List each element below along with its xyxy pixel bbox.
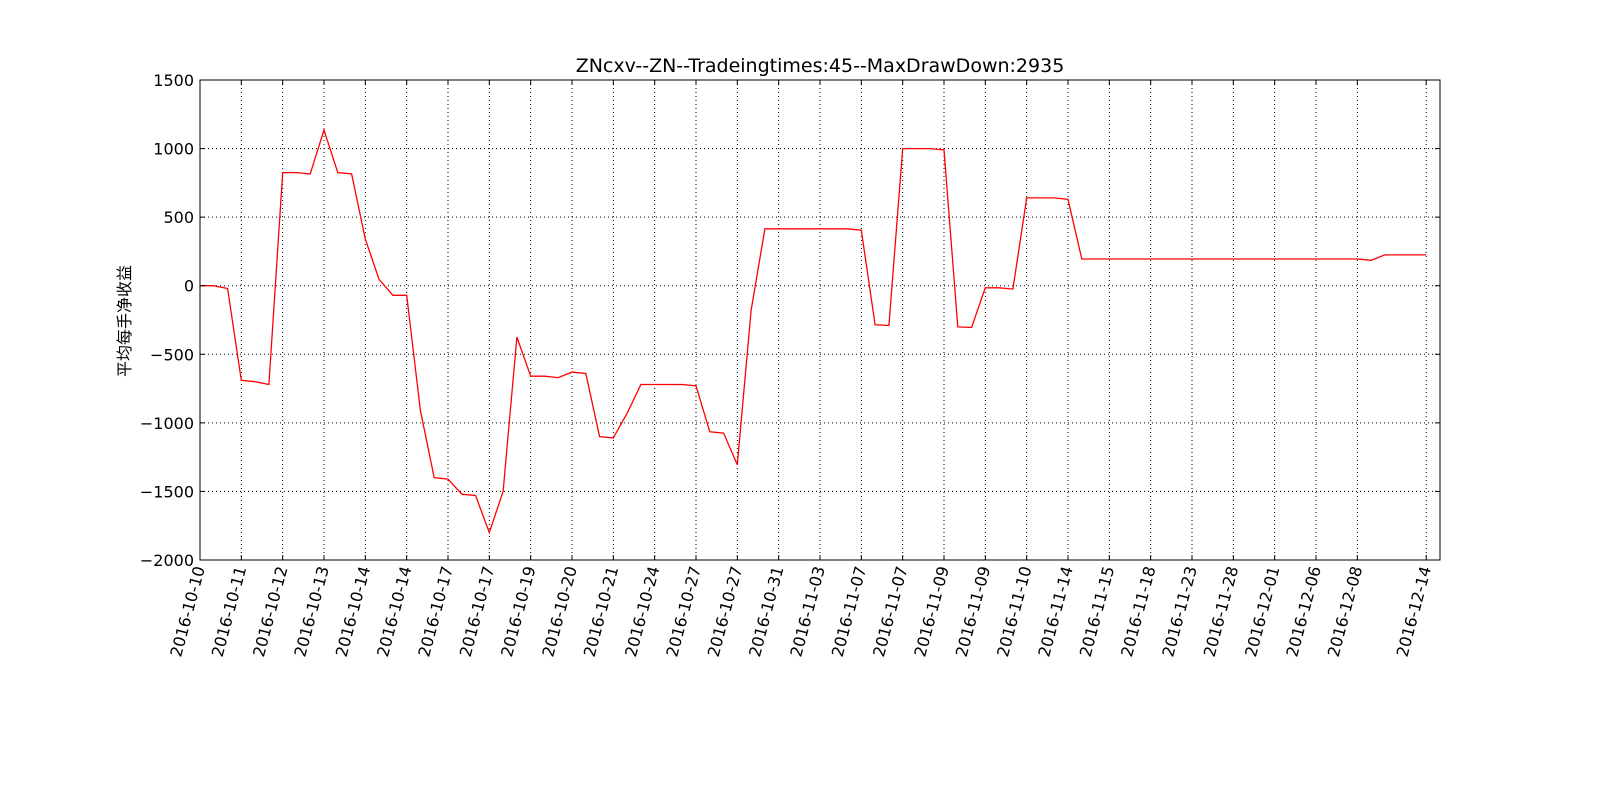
y-tick-label: −1500: [140, 482, 194, 501]
y-tick-label: 500: [163, 208, 194, 227]
y-axis-ticks: 1500 1000 500 0 −500 −1000 −1500 −2000: [140, 71, 1440, 570]
chart-title: ZNcxv--ZN--Tradeingtimes:45--MaxDrawDown…: [576, 55, 1065, 77]
y-tick-label: −500: [150, 345, 194, 364]
grid-lines: [200, 80, 1440, 560]
y-axis-label: 平均每手净收益: [115, 265, 134, 377]
y-tick-label: −2000: [140, 551, 194, 570]
data-series: [200, 127, 1427, 535]
y-tick-label: 1000: [153, 140, 194, 159]
series-line: [200, 127, 1427, 535]
y-tick-label: 1500: [153, 71, 194, 90]
y-tick-label: 0: [184, 277, 194, 296]
y-tick-label: −1000: [140, 414, 194, 433]
